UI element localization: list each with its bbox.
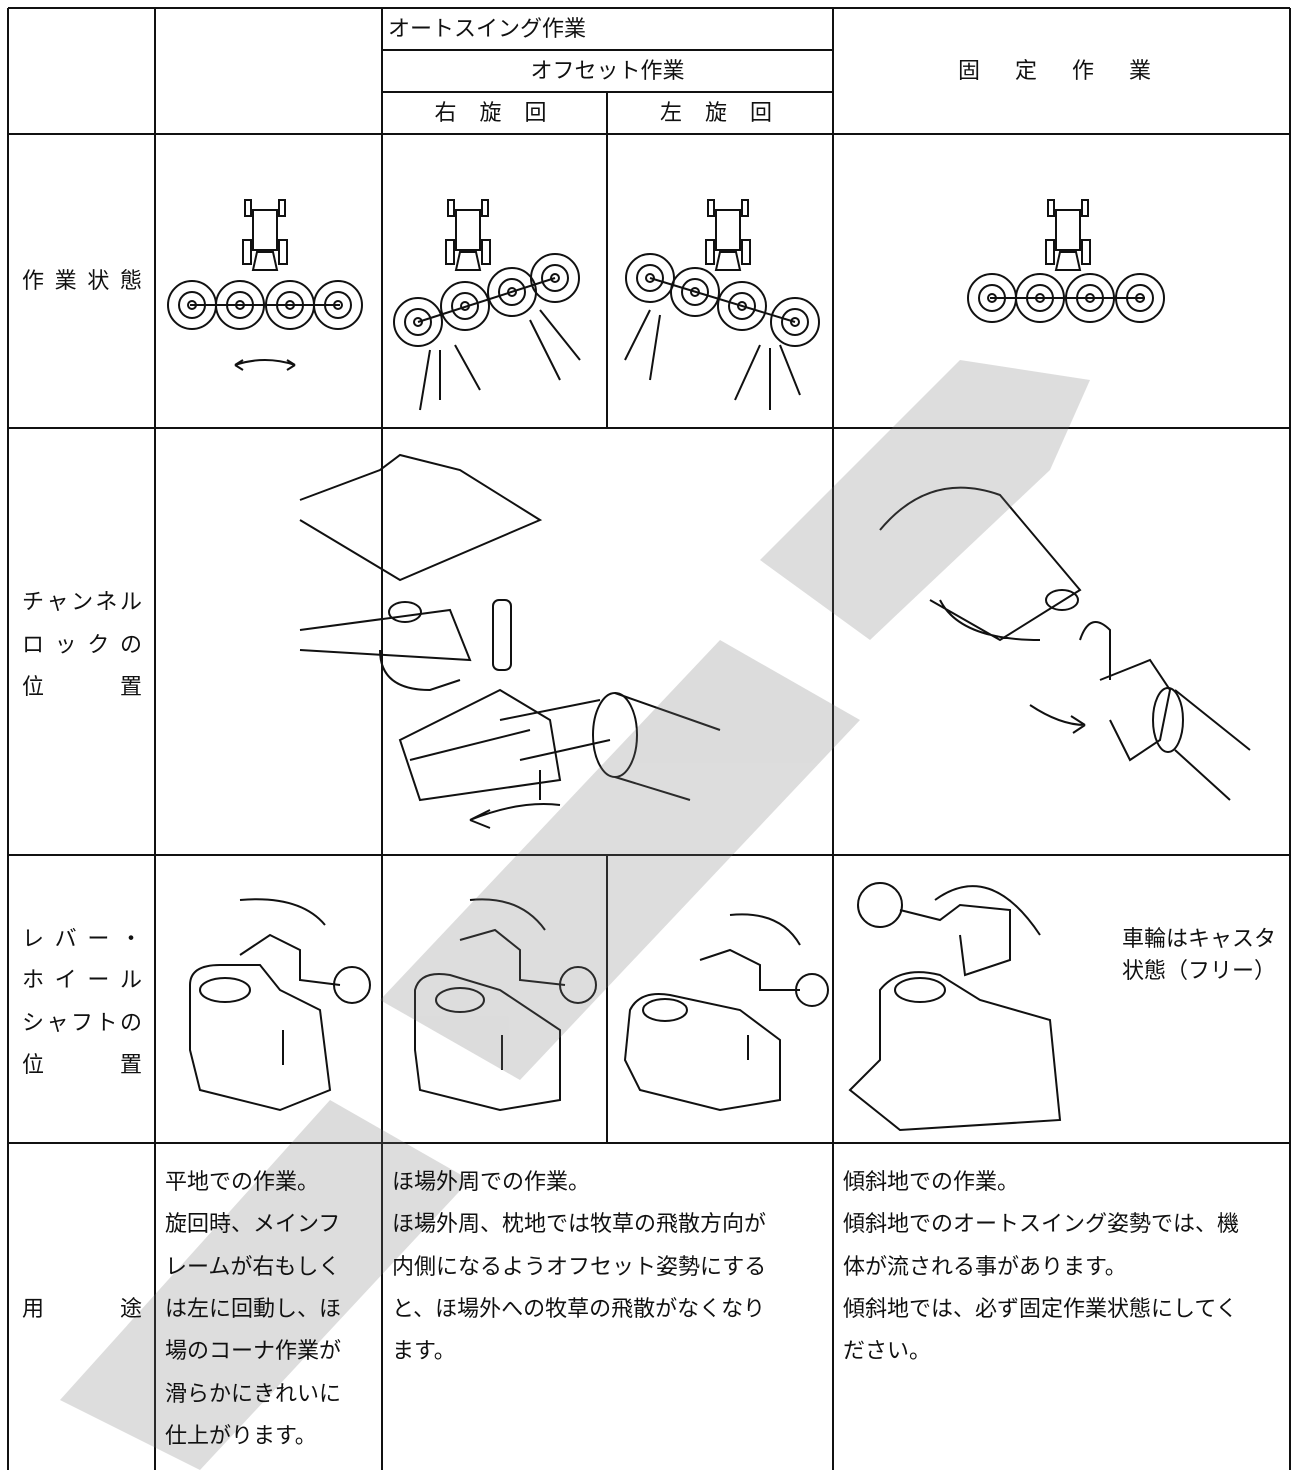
usage-line: 滑らかにきれいに [165,1381,342,1407]
row-label: ロックの [22,633,142,658]
header-fixed: 固 定 作 業 [958,59,1165,84]
row-label: シャフトの [22,1011,142,1036]
watermark [60,360,1090,1470]
row-label: ホイール [22,968,142,993]
lever-note: 状態（フリー） [1121,959,1276,984]
channel-lock-illustrations [299,453,1251,829]
usage-line: 場のコーナ作業が [165,1339,342,1365]
usage-line: 傾斜地では、必ず固定作業状態にしてく [843,1296,1238,1322]
row-label: 位 置 [22,1053,142,1078]
usage-line: 体が流される事があります。 [843,1254,1127,1280]
usage-line: レームが右もしく [165,1254,341,1280]
usage-line: ほ場外周、枕地では牧草の飛散方向が [392,1212,767,1238]
usage-line: ます。 [392,1339,456,1365]
usage-line: ださい。 [843,1339,932,1365]
row-label: レバー・ [22,927,142,952]
usage-line: 傾斜地での作業。 [843,1170,1020,1195]
usage-line: 内側になるようオフセット姿勢にする [392,1254,767,1280]
lever-illustrations [189,882,1062,1132]
header-right-turn: 右 旋 回 [434,101,555,126]
usage-line: と、ほ場外への牧草の飛散がなくなり [392,1296,766,1322]
row-label: チャンネル [22,590,142,615]
work-state-illustrations [167,199,1165,411]
usage-line: は左に回動し、ほ [165,1296,342,1322]
usage-line: ほ場外周での作業。 [392,1170,591,1195]
usage-line: 旋回時、メインフ [165,1212,341,1238]
table-lines [7,7,1291,1470]
lever-note: 車輪はキャスタ [1121,927,1276,952]
row-label: 作業状態 [22,269,142,294]
usage-line: 平地での作業。 [165,1170,320,1195]
usage-line: 仕上がります。 [165,1423,317,1449]
header-offset: オフセット作業 [530,59,685,84]
row-label: 用 途 [22,1297,142,1322]
header-left-turn: 左 旋 回 [660,101,780,126]
header-auto-swing: オートスイング作業 [388,17,587,42]
row-label: 位 置 [22,675,142,700]
usage-line: 傾斜地でのオートスイング姿勢では、機 [843,1212,1240,1238]
